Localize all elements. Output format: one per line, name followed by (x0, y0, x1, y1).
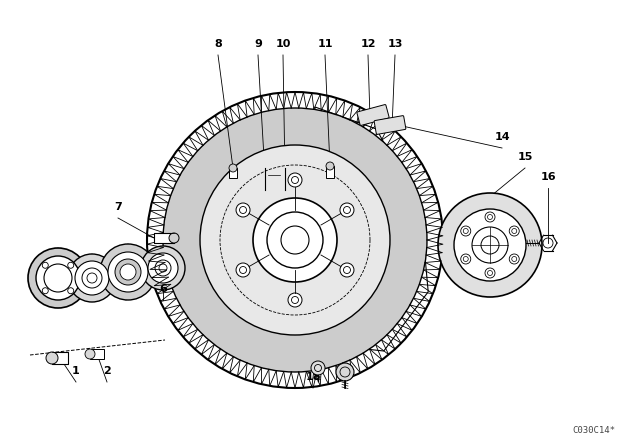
Text: 2: 2 (103, 366, 111, 376)
Circle shape (210, 274, 222, 286)
Circle shape (68, 262, 74, 268)
Circle shape (100, 244, 156, 300)
Circle shape (68, 288, 74, 294)
Circle shape (42, 288, 48, 294)
Text: 9: 9 (254, 39, 262, 49)
Bar (90, 349, 104, 359)
Bar (52, 352, 68, 364)
Circle shape (288, 173, 302, 187)
Text: 17: 17 (337, 372, 353, 382)
Text: 13: 13 (387, 39, 403, 49)
Circle shape (336, 363, 354, 381)
Circle shape (236, 263, 250, 277)
Circle shape (352, 297, 364, 309)
Text: C030C14*: C030C14* (572, 426, 615, 435)
Bar (229, 168, 237, 178)
Text: 7: 7 (114, 202, 122, 212)
Text: 15: 15 (517, 152, 532, 162)
FancyBboxPatch shape (357, 104, 389, 125)
FancyBboxPatch shape (374, 116, 406, 134)
Circle shape (340, 263, 354, 277)
Circle shape (438, 193, 542, 297)
Text: 3: 3 (51, 284, 59, 294)
Circle shape (485, 212, 495, 222)
Circle shape (352, 171, 364, 183)
Circle shape (236, 203, 250, 217)
Circle shape (141, 246, 185, 290)
Circle shape (36, 256, 80, 300)
Polygon shape (315, 107, 428, 351)
Circle shape (68, 254, 116, 302)
Bar (154, 233, 174, 243)
Bar (326, 166, 334, 178)
Circle shape (311, 361, 325, 375)
Circle shape (509, 254, 519, 264)
Text: 10: 10 (275, 39, 291, 49)
Circle shape (46, 352, 58, 364)
Circle shape (454, 209, 526, 281)
Text: 1: 1 (72, 366, 80, 376)
Circle shape (75, 261, 109, 295)
Text: 12: 12 (360, 39, 376, 49)
Text: 14: 14 (494, 132, 510, 142)
Circle shape (148, 253, 178, 283)
Circle shape (340, 203, 354, 217)
Circle shape (229, 164, 237, 172)
Text: 8: 8 (214, 39, 222, 49)
Circle shape (163, 108, 427, 372)
Text: 18: 18 (305, 372, 321, 382)
Circle shape (326, 162, 334, 170)
Circle shape (461, 254, 471, 264)
Circle shape (108, 252, 148, 292)
Circle shape (147, 92, 443, 388)
Text: 11: 11 (317, 39, 333, 49)
Circle shape (253, 198, 337, 282)
Text: 16: 16 (540, 172, 556, 182)
Circle shape (461, 226, 471, 236)
Circle shape (509, 226, 519, 236)
Circle shape (288, 293, 302, 307)
Text: 4: 4 (86, 284, 94, 294)
Circle shape (28, 248, 88, 308)
Circle shape (115, 259, 141, 285)
Circle shape (169, 233, 179, 243)
Circle shape (200, 145, 390, 335)
Circle shape (120, 264, 136, 280)
Circle shape (42, 262, 48, 268)
Text: 5: 5 (122, 284, 130, 294)
Text: 6: 6 (159, 284, 167, 294)
Circle shape (485, 268, 495, 278)
Circle shape (85, 349, 95, 359)
